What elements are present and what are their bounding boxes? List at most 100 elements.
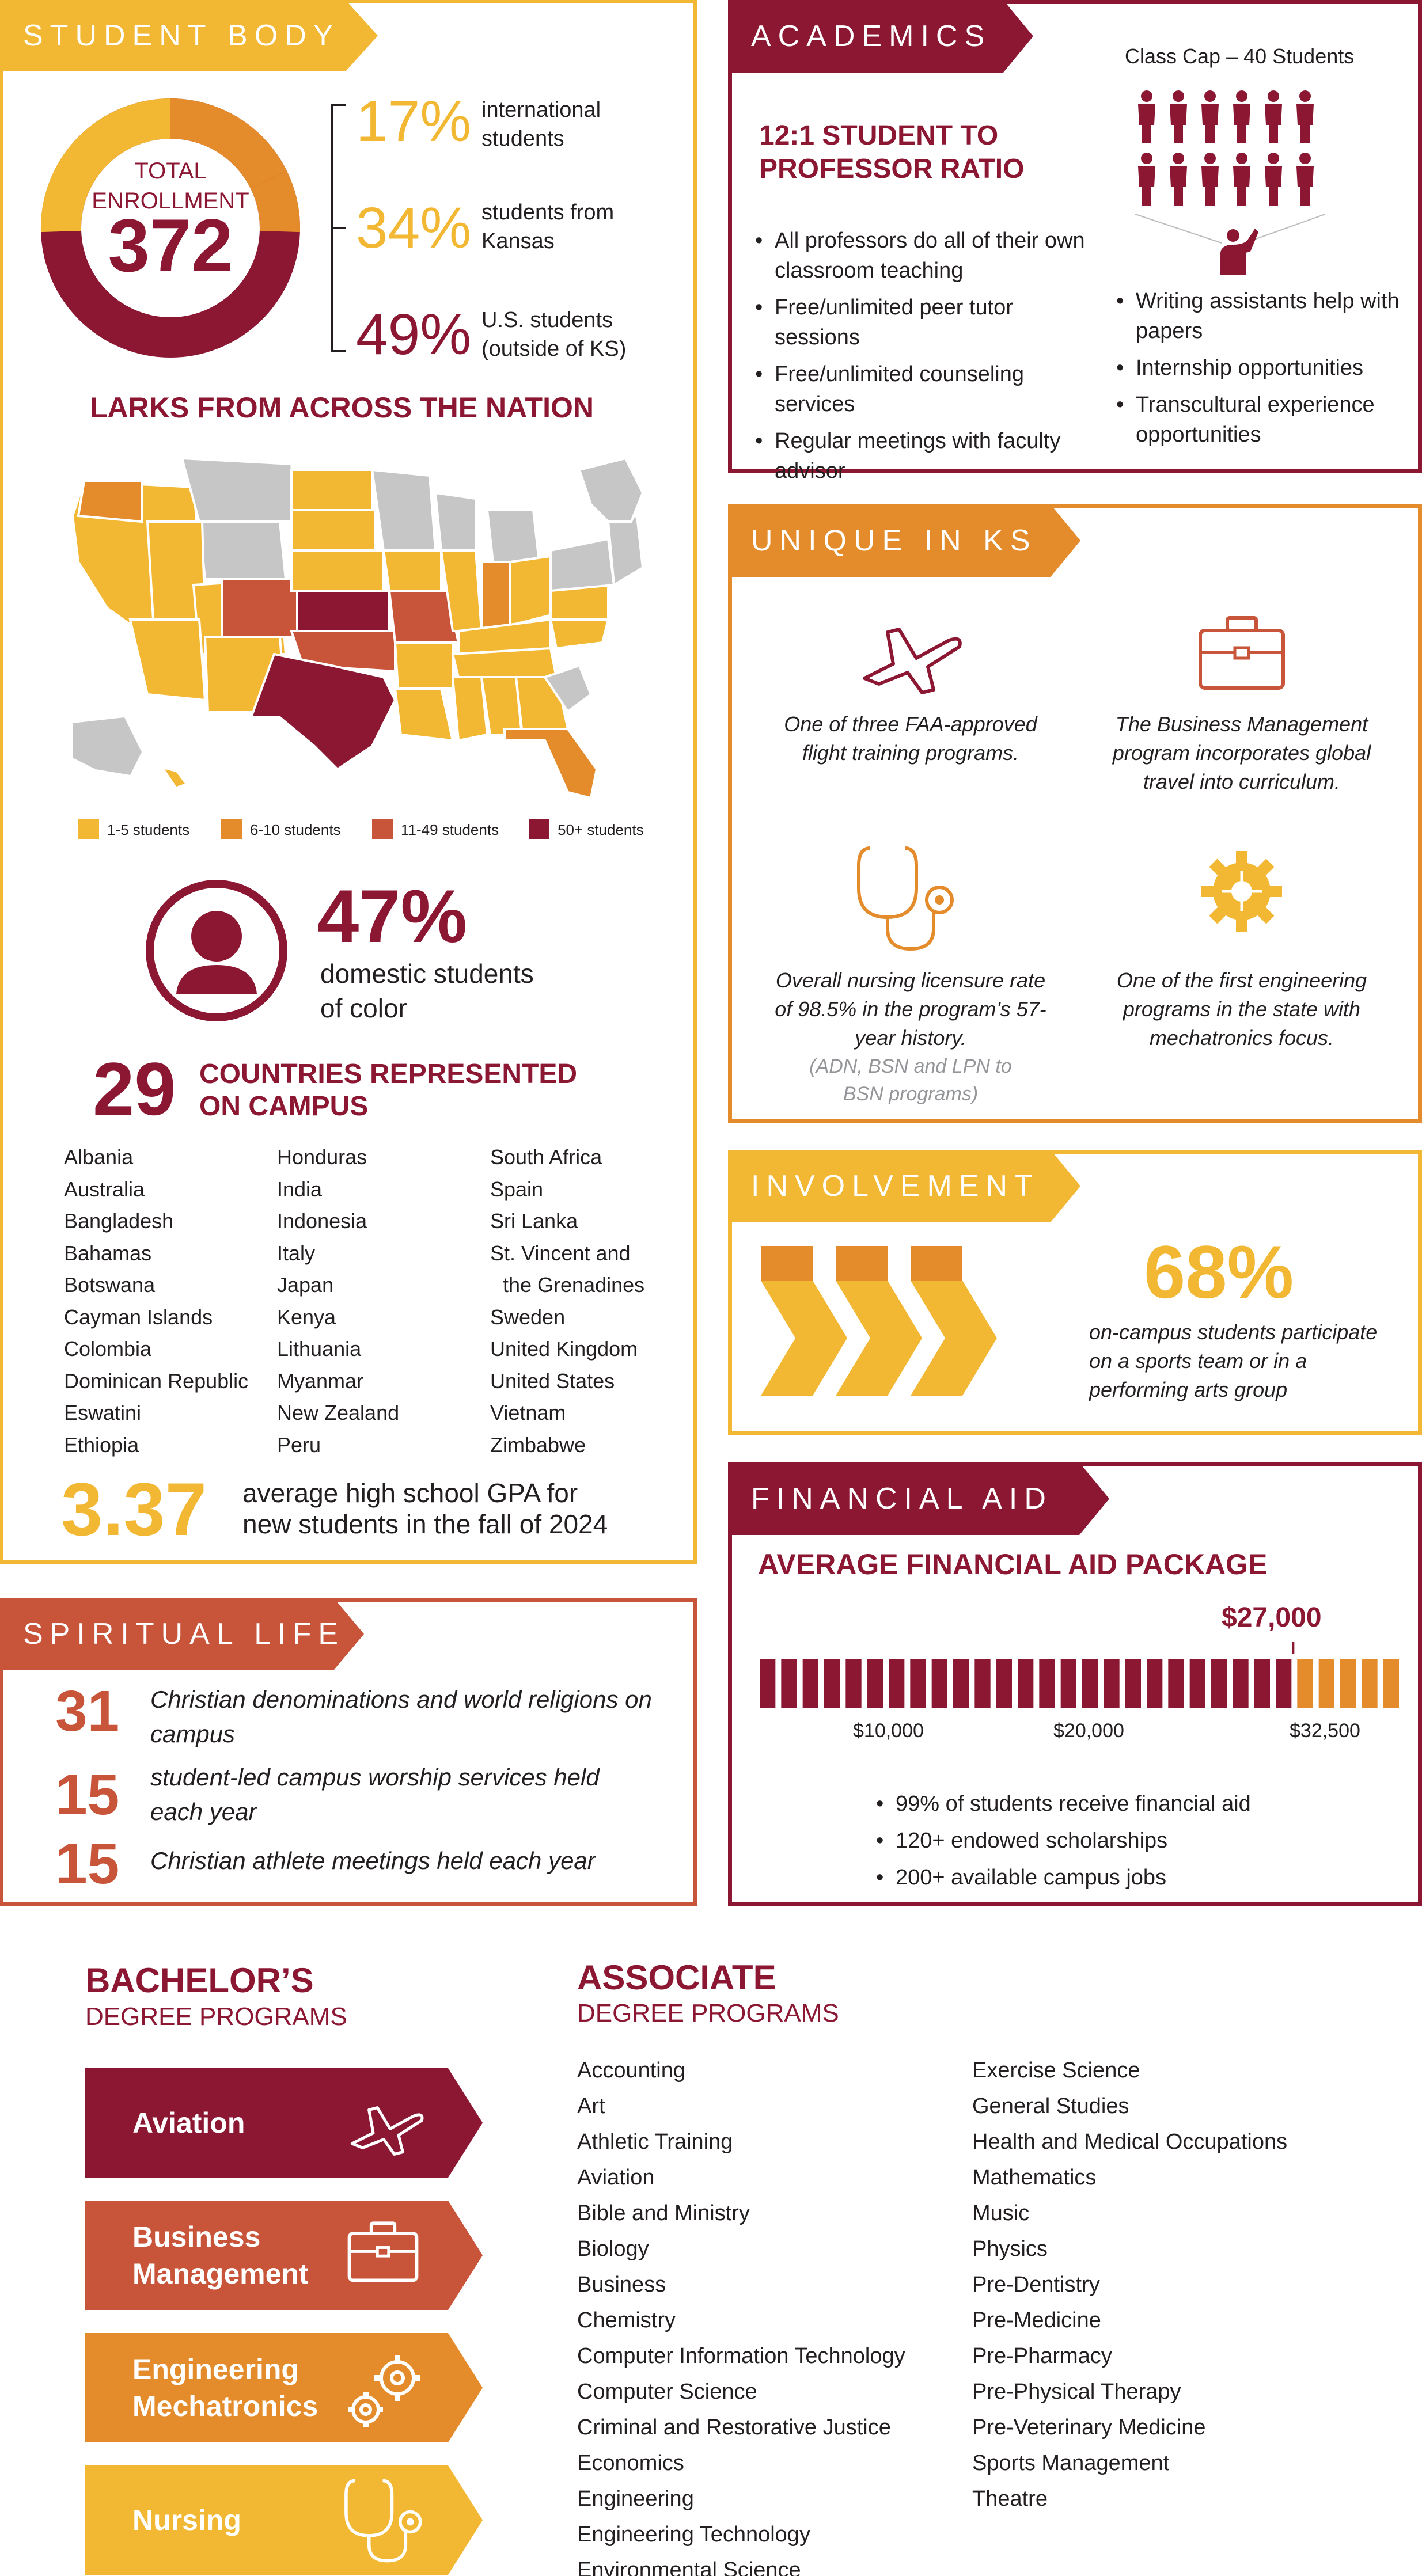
stat-kansas-pct: 34% — [356, 196, 472, 260]
financial-bar — [1340, 1659, 1356, 1708]
financial-bullet: 120+ endowed scholarships — [876, 1826, 1279, 1856]
stethoscope-icon — [857, 846, 954, 951]
map-title: LARKS FROM ACROSS THE NATION — [90, 392, 594, 424]
map-kansas — [296, 590, 390, 632]
country-item: Eswatini — [64, 1401, 142, 1424]
country-item: Japan — [277, 1273, 334, 1297]
associate-program-item: Computer Science — [577, 2380, 757, 2404]
academics-bullet: Internship opportunities — [1116, 353, 1416, 383]
map-wyoming — [198, 520, 287, 580]
country-item: Zimbabwe — [490, 1433, 586, 1457]
associate-program-item: Athletic Training — [577, 2130, 733, 2154]
stat-international-text: international students — [481, 96, 601, 153]
financial-bar — [1189, 1659, 1205, 1708]
country-item: South Africa — [490, 1145, 602, 1169]
financial-bullet: 99% of students receive financial aid — [876, 1789, 1279, 1819]
associate-title: ASSOCIATE — [577, 1958, 776, 1997]
student-figure-icon — [1201, 90, 1219, 143]
unique-panel: UNIQUE IN KS One of three FAA-approved f… — [728, 504, 1422, 1123]
academics-bullet: Free/unlimited peer tutor sessions — [755, 292, 1101, 352]
financial-bar — [781, 1659, 797, 1708]
financial-bar — [867, 1659, 883, 1708]
legend-label-2: 6-10 students — [250, 821, 341, 838]
associate-program-item: Accounting — [577, 2058, 686, 2083]
diversity-text: domestic students of color — [320, 956, 534, 1025]
associate-program-item: Aviation — [577, 2165, 655, 2190]
country-item: United Kingdom — [490, 1337, 638, 1361]
financial-bar — [1254, 1659, 1270, 1708]
gpa-line2: new students in the fall of 2024 — [242, 1509, 608, 1539]
student-figure-icon — [1233, 153, 1250, 206]
spiritual-stat-2-num: 15 — [55, 1762, 120, 1827]
legend-swatch-2 — [221, 819, 242, 839]
stat-international-line2: students — [481, 127, 564, 151]
involvement-tab-shape — [728, 1150, 1080, 1222]
stat-kansas-text: students from Kansas — [481, 198, 614, 256]
academics-tab-shape — [728, 0, 1033, 73]
countries-heading-line1: COUNTRIES REPRESENTED — [199, 1059, 578, 1089]
map-colorado — [221, 578, 298, 638]
financial-bar — [1018, 1659, 1034, 1708]
associate-program-item: Physics — [972, 2237, 1048, 2261]
spiritual-tab: SPIRITUAL LIFE — [23, 1617, 346, 1651]
financial-bar — [1318, 1659, 1334, 1708]
country-item: India — [277, 1177, 323, 1201]
enrollment-label: TOTAL ENROLLMENT — [92, 158, 249, 214]
associate-program-item: Chemistry — [577, 2308, 676, 2332]
student-body-panel: STUDENT BODY TOTAL ENROLLMENT 372 17% in… — [0, 0, 697, 1564]
briefcase-icon — [1199, 616, 1285, 690]
student-body-tab-shape — [0, 0, 378, 71]
program-aviation[interactable]: Aviation — [86, 2068, 478, 2178]
person-icon — [146, 880, 287, 1021]
student-figure-icon — [1265, 153, 1282, 206]
ratio-line1: 12:1 STUDENT TO — [759, 120, 999, 151]
financial-tab-shape — [728, 1462, 1109, 1535]
program-business-label: Business Management — [132, 2221, 309, 2290]
student-figure-icon — [1201, 153, 1219, 206]
associate-program-item: Mathematics — [972, 2165, 1097, 2190]
unique-business-text: The Business Management program incorpor… — [1112, 712, 1371, 793]
country-item: Italy — [277, 1241, 316, 1265]
program-business[interactable]: Business Management — [86, 2201, 478, 2310]
enrollment-total: 372 — [108, 203, 233, 287]
associate-program-item: Bible and Ministry — [577, 2201, 750, 2225]
financial-tick-1: $10,000 — [853, 1720, 924, 1742]
map-washington — [77, 480, 143, 523]
program-engineering-shape — [85, 2333, 483, 2442]
spiritual-stat-1-text: Christian denominations and world religi… — [150, 1686, 652, 1747]
legend-swatch-3 — [372, 819, 393, 839]
associate-program-item: Health and Medical Occupations — [972, 2130, 1288, 2154]
countries-column-2: Honduras India Indonesia Italy Japan Kenya Lit… — [277, 1141, 484, 1461]
financial-bar-chart — [760, 1642, 1399, 1708]
countries-column-3: South Africa Spain Sri Lanka St. Vincent an… — [490, 1141, 697, 1461]
student-figure-icon — [1170, 153, 1187, 206]
associate-program-item: Exercise Science — [972, 2058, 1140, 2083]
program-aviation-shape — [85, 2068, 483, 2178]
country-item: Colombia — [64, 1337, 152, 1361]
gear-icon — [1201, 851, 1282, 932]
country-item: Sri Lanka — [490, 1209, 578, 1233]
associate-program-item: Criminal and Restorative Justice — [577, 2415, 891, 2440]
stat-us-line1: U.S. students — [481, 308, 613, 332]
academics-tab: ACADEMICS — [751, 20, 992, 53]
spiritual-stat-1-num: 31 — [55, 1679, 120, 1743]
financial-highlight: $27,000 — [1222, 1602, 1322, 1633]
legend-label-4: 50+ students — [558, 821, 644, 838]
unique-tab-shape — [728, 504, 1080, 577]
academics-bullet: Writing assistants help with papers — [1116, 286, 1416, 346]
country-item: Botswana — [64, 1273, 156, 1297]
country-item: Indonesia — [277, 1209, 367, 1233]
chevrons-icon — [761, 1246, 997, 1396]
class-people-icons — [1135, 90, 1326, 275]
program-nursing[interactable]: Nursing — [86, 2465, 478, 2575]
associate-subtitle: DEGREE PROGRAMS — [577, 1999, 839, 2027]
associate-program-item: Theatre — [972, 2487, 1048, 2511]
stats-bracket — [331, 104, 346, 352]
student-figure-icon — [1138, 153, 1155, 206]
program-engineering[interactable]: Engineering Mechatronics — [86, 2333, 478, 2442]
country-item: Australia — [64, 1177, 145, 1201]
associate-program-item: Computer Information Technology — [577, 2344, 905, 2368]
financial-bar — [1233, 1659, 1249, 1708]
associate-program-item: Pre-Physical Therapy — [972, 2380, 1181, 2404]
country-item: United States — [490, 1369, 615, 1393]
